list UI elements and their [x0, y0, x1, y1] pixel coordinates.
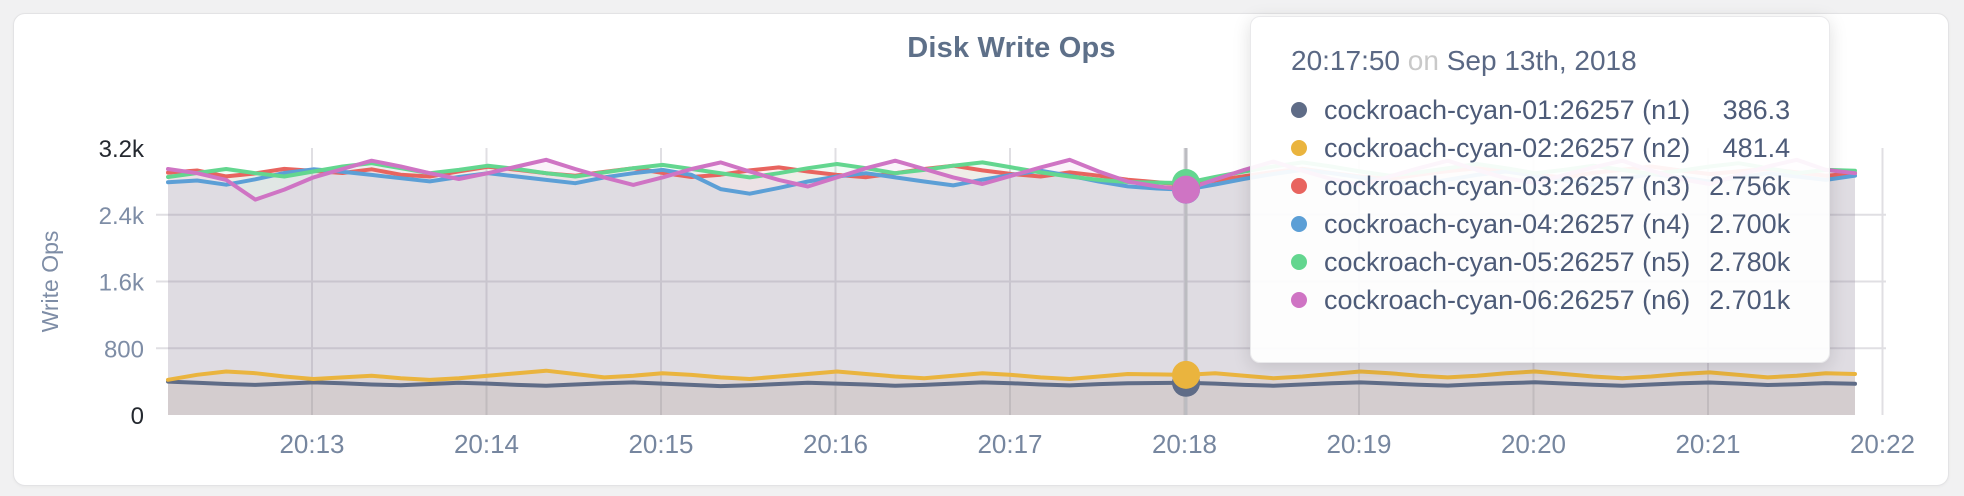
series-line-n2 — [166, 368, 1857, 382]
tooltip-date: Sep 13th, 2018 — [1446, 45, 1637, 76]
x-tick-label: 20:17 — [977, 429, 1042, 459]
series-color-dot-icon — [1291, 178, 1307, 194]
series-name: cockroach-cyan-04:26257 (n4) — [1324, 208, 1691, 239]
series-name: cockroach-cyan-06:26257 (n6) — [1324, 284, 1691, 315]
hover-marker — [1172, 148, 1201, 415]
y-tick-label: 800 — [104, 336, 144, 363]
tooltip-time: 20:17:50 — [1291, 45, 1400, 76]
series-color-dot-icon — [1291, 140, 1307, 156]
tooltip-rows: cockroach-cyan-01:26257 (n1) 386.3 cockroa… — [1291, 91, 1790, 319]
series-value: 386.3 — [1722, 94, 1791, 125]
x-tick-label: 20:15 — [628, 429, 693, 459]
series-color-dot-icon — [1291, 254, 1307, 270]
series-value: 481.4 — [1722, 132, 1791, 163]
tooltip-row: cockroach-cyan-04:26257 (n4) 2.700k — [1291, 205, 1790, 243]
axis-labels: 3.2k 2.4k 1.6k 800 0 Write Ops 20:13 20:14 20:15… — [37, 136, 1915, 459]
hover-tooltip: 20:17:50 on Sep 13th, 2018 cockroach-cya… — [1250, 16, 1830, 363]
y-tick-label: 0 — [131, 403, 144, 430]
hover-point-n6 — [1172, 175, 1201, 204]
tooltip-row: cockroach-cyan-05:26257 (n5) 2.780k — [1291, 243, 1790, 281]
x-tick-label: 20:19 — [1326, 429, 1391, 459]
series-name: cockroach-cyan-01:26257 (n1) — [1324, 94, 1691, 125]
x-tick-label: 20:13 — [279, 429, 344, 459]
series-name: cockroach-cyan-02:26257 (n2) — [1324, 132, 1691, 163]
series-area-n2 — [168, 370, 1855, 415]
series-name: cockroach-cyan-05:26257 (n5) — [1324, 246, 1691, 277]
hover-point-n2 — [1172, 360, 1201, 389]
x-tick-label: 20:22 — [1850, 429, 1915, 459]
x-tick-label: 20:20 — [1501, 429, 1566, 459]
series-color-dot-icon — [1291, 216, 1307, 232]
tooltip-header: 20:17:50 on Sep 13th, 2018 — [1291, 45, 1777, 77]
y-tick-label: 3.2k — [99, 136, 145, 163]
series-value: 2.756k — [1709, 170, 1791, 201]
x-tick-label: 20:21 — [1675, 429, 1740, 459]
tooltip-separator: on — [1407, 45, 1439, 76]
y-axis-title: Write Ops — [37, 231, 63, 333]
series-color-dot-icon — [1291, 102, 1307, 118]
series-name: cockroach-cyan-03:26257 (n3) — [1324, 170, 1691, 201]
series-line-n1 — [166, 379, 1857, 389]
series-value: 2.700k — [1709, 208, 1791, 239]
y-tick-label: 1.6k — [99, 270, 145, 297]
series-area-n1 — [168, 381, 1855, 415]
chart-title: Disk Write Ops — [907, 32, 1116, 64]
x-tick-label: 20:16 — [803, 429, 868, 459]
tooltip-row: cockroach-cyan-06:26257 (n6) 2.701k — [1291, 281, 1790, 319]
x-tick-label: 20:14 — [454, 429, 519, 459]
series-value: 2.780k — [1709, 246, 1791, 277]
series-value: 2.701k — [1709, 284, 1791, 315]
x-tick-label: 20:18 — [1152, 429, 1217, 459]
y-tick-label: 2.4k — [99, 203, 145, 230]
series-color-dot-icon — [1291, 292, 1307, 308]
tooltip-row: cockroach-cyan-02:26257 (n2) 481.4 — [1291, 129, 1790, 167]
tooltip-row: cockroach-cyan-03:26257 (n3) 2.756k — [1291, 167, 1790, 205]
tooltip-row: cockroach-cyan-01:26257 (n1) 386.3 — [1291, 91, 1790, 129]
